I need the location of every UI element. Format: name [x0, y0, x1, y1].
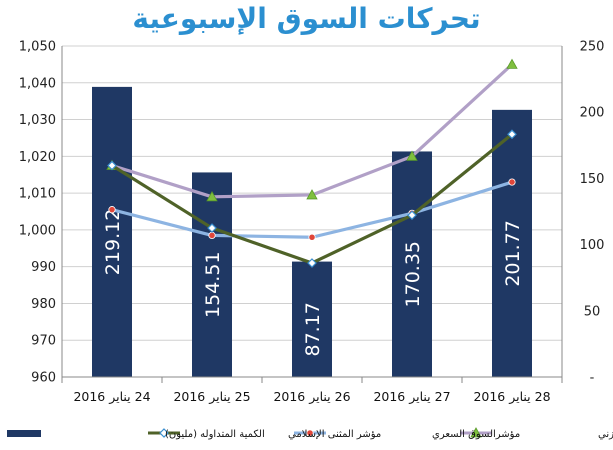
left-tick-label: 1,000 [19, 223, 56, 238]
left-tick-label: 1,010 [19, 187, 56, 202]
dot-marker [508, 178, 516, 186]
line-series [106, 58, 518, 268]
diamond-marker [507, 129, 517, 140]
diamond-marker [307, 258, 317, 268]
right-tick-label: 150 [580, 172, 605, 187]
left-tick-label: 980 [31, 297, 56, 312]
bar-data-label: 219.12 [102, 209, 124, 275]
chart-title: تحركات السوق الإسبوعية [132, 2, 481, 35]
x-tick-label: 27 يناير 2016 [373, 389, 450, 405]
bar-data-label: 201.77 [502, 220, 524, 286]
legend-label: مؤشر المثنى الإسلامي [288, 429, 381, 440]
left-tick-label: 1,050 [19, 40, 56, 55]
left-tick-label: 970 [31, 334, 56, 349]
bar-data-label: 170.35 [402, 241, 424, 307]
right-tick-label: 100 [580, 238, 605, 253]
right-tick-label: 50 [584, 304, 601, 319]
bar-data-label: 87.17 [302, 302, 324, 356]
triangle-marker [306, 189, 318, 200]
bar [192, 172, 232, 377]
diamond-marker [407, 210, 417, 221]
dot-marker [108, 206, 116, 214]
right-tick-label: - [590, 371, 595, 386]
x-tick-label: 28 يناير 2016 [473, 389, 550, 405]
right-tick-label: 250 [580, 40, 605, 55]
legend-label: مؤشرالسوق السعري [432, 429, 520, 440]
left-tick-label: 1,020 [19, 150, 56, 165]
bar [392, 151, 432, 377]
bar [292, 261, 332, 377]
x-tick-label: 25 يناير 2016 [173, 389, 250, 405]
dot-marker [208, 231, 216, 240]
bar [92, 86, 132, 377]
left-tick-label: 960 [31, 371, 56, 386]
legend: مؤشر السوق الوزني مؤشرالسوق السعري مؤشر ال… [7, 427, 613, 440]
triangle-marker [506, 58, 518, 69]
dot-marker [308, 233, 316, 241]
diamond-marker [159, 428, 169, 438]
right-tick-label: 200 [580, 106, 605, 121]
triangle-marker [206, 190, 218, 202]
x-tick-label: 24 يناير 2016 [73, 389, 150, 405]
series-line [110, 62, 514, 199]
left-tick-label: 1,040 [19, 76, 56, 91]
legend-swatch [7, 430, 41, 437]
x-tick-label: 26 يناير 2016 [273, 389, 350, 405]
left-tick-label: 1,030 [19, 113, 56, 128]
bar-series: 219.12 154.51 87.17 170.35 201.77 [92, 86, 532, 378]
bar [492, 109, 532, 378]
diamond-marker [107, 160, 117, 171]
bar-data-label: 154.51 [202, 251, 224, 317]
dot-marker [306, 429, 314, 437]
legend-label: الكمية المتداوله (مليون) [165, 429, 265, 440]
legend-label: مؤشر السوق الوزني [598, 429, 613, 440]
triangle-marker [406, 150, 418, 161]
triangle-marker [470, 427, 482, 438]
left-tick-label: 990 [31, 260, 56, 275]
axes: 960 970 980 990 1,000 1,010 1,020 1,030 1,040 1,0… [19, 40, 605, 406]
diamond-marker [207, 223, 217, 233]
